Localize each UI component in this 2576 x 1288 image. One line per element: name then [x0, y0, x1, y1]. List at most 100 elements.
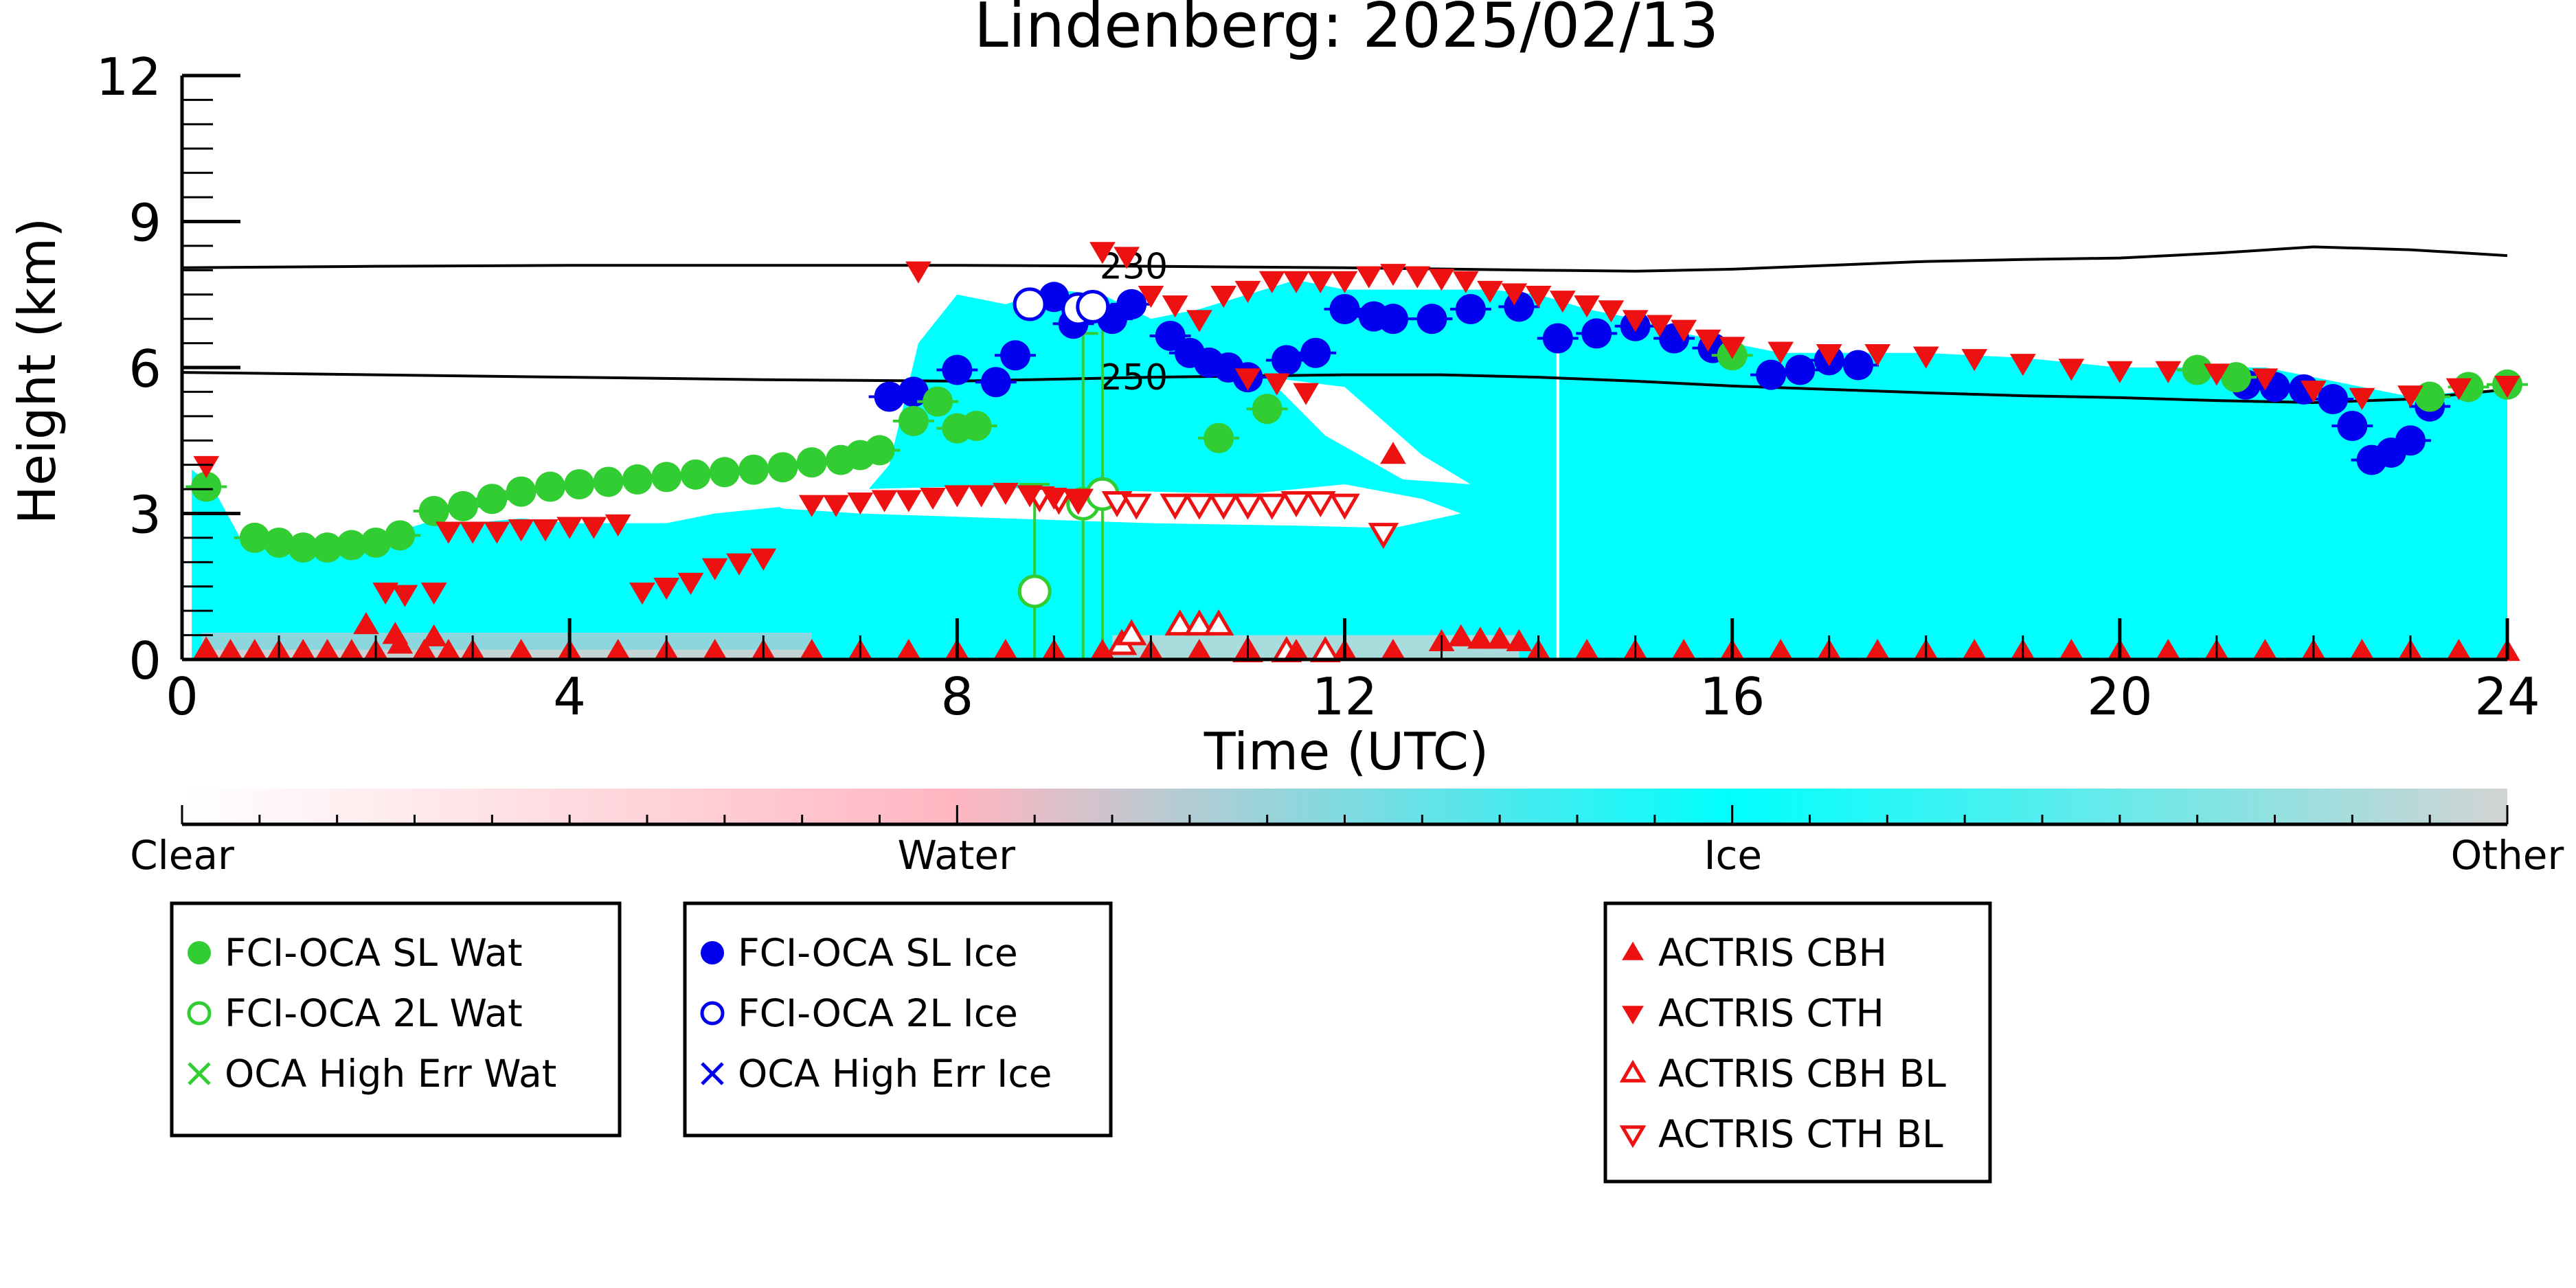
- fci-oca-2l-watlegend-marker: [187, 1001, 212, 1026]
- fci-oca-sl-wat-point: [191, 471, 222, 502]
- actris-cth-point: [392, 585, 418, 607]
- fci-oca-sl-wat-point: [593, 466, 624, 497]
- actris-cth-point: [1574, 295, 1600, 318]
- legend-box: [170, 901, 622, 1138]
- actris-cth-point: [580, 517, 607, 539]
- y-tick-label: 0: [128, 631, 161, 691]
- actris-cth-point: [2397, 385, 2424, 408]
- legend-label: ACTRIS CTH: [1658, 991, 1884, 1035]
- actris-cth-point: [1210, 286, 1237, 308]
- legend-label: ACTRIS CTH BL: [1658, 1112, 1943, 1156]
- fci-oca-sl-wat-point: [477, 484, 508, 515]
- fci-oca-sl-ice-point: [1455, 294, 1486, 324]
- fci-oca-sl-wat-point: [264, 528, 295, 558]
- actris-cth-point: [1065, 490, 1092, 512]
- actris-cth-point: [1114, 247, 1140, 269]
- actris-cth-point: [1331, 271, 1358, 293]
- fci-oca-sl-ice-point: [942, 354, 973, 385]
- actris-cth-point: [2106, 361, 2133, 383]
- actris-cth-point: [1162, 295, 1188, 318]
- legend-box: [1603, 901, 1992, 1184]
- fci-oca-sl-ice-point: [898, 376, 929, 407]
- actris-cth-point: [420, 583, 447, 605]
- actris-cth-point: [1961, 349, 1988, 372]
- fci-oca-sl-ice-point: [1378, 304, 1409, 335]
- fci-oca-sl-wat-point: [385, 520, 416, 551]
- oca-high-err-icelegend-marker: [701, 1062, 724, 1085]
- fci-oca-sl-wat-point: [709, 457, 740, 488]
- actris-cth-point: [895, 490, 922, 512]
- actris-cth-point: [1283, 271, 1309, 293]
- actris-cth-point: [1041, 487, 1067, 510]
- actris-cth-point: [920, 487, 946, 510]
- actris-cth-point: [1186, 310, 1212, 332]
- contour-label: 250: [1100, 357, 1168, 398]
- fci-oca-sl-ice-point: [1300, 337, 1331, 368]
- x-tick-label: 8: [940, 666, 973, 727]
- actris-cth-bl-point: [1232, 493, 1263, 520]
- actris-cth-point: [1525, 286, 1552, 308]
- fci-oca-sl-wat-point: [564, 469, 595, 499]
- legend-label: OCA High Err Ice: [738, 1052, 1052, 1096]
- fci-oca-sl-wat-point: [2415, 381, 2445, 412]
- x-tick-label: 16: [1699, 666, 1765, 727]
- y-tick-label: 9: [128, 193, 161, 253]
- actris-cth-point: [1816, 344, 1842, 367]
- actris-cth-point: [1647, 315, 1673, 337]
- actris-cth-point: [1598, 300, 1625, 323]
- actris-cth-point: [1234, 368, 1261, 391]
- fci-oca-sl-wat-point: [796, 447, 827, 478]
- actris-cth-point: [1263, 373, 1290, 396]
- fci-oca-sl-ice-point: [1271, 345, 1302, 376]
- actris-cth-point: [193, 455, 220, 479]
- actris-cth-point: [1912, 346, 1939, 369]
- fci-oca-sl-wat-point: [534, 471, 565, 502]
- x-tick-label: 4: [553, 666, 586, 727]
- fci-oca-sl-wat-point: [864, 435, 895, 466]
- actris-cbh-point: [1506, 629, 1533, 651]
- fci-oca-2l-wat-point: [1017, 574, 1052, 609]
- actris-cth-point: [2252, 368, 2279, 391]
- legend-label: FCI-OCA 2L Wat: [225, 991, 523, 1035]
- actris-cth-point: [532, 519, 558, 542]
- fci-oca-sl-wat-point: [2221, 362, 2252, 393]
- fci-oca-sl-wat-point: [288, 532, 319, 563]
- actris-cbh-point: [1447, 624, 1474, 646]
- x-tick-label: 24: [2474, 666, 2540, 727]
- actris-cth-point: [1695, 329, 1721, 352]
- fci-oca-sl-ice-point: [2318, 384, 2349, 415]
- actris-cth-point: [508, 519, 534, 542]
- fci-oca-sl-ice-point: [1155, 320, 1186, 351]
- colorbar-label: Other: [2451, 832, 2564, 879]
- fci-oca-sl-wat-point: [239, 522, 270, 553]
- actris-cth-point: [1501, 283, 1528, 306]
- actris-cth-bllegend-marker: [1619, 1125, 1647, 1149]
- actris-cbh-bl-point: [1203, 609, 1234, 636]
- phase-colorbar: Clear Water Ice Other: [130, 789, 2564, 879]
- actris-cbh-point: [1380, 442, 1406, 464]
- actris-cth-bl-point: [1184, 493, 1215, 520]
- actris-cth-bl-point: [1304, 491, 1336, 518]
- actris-cth-point: [1671, 319, 1697, 342]
- actris-cth-point: [823, 495, 849, 517]
- actris-cbhlegend-marker: [1622, 941, 1644, 960]
- fci-oca-sl-ice-point: [1329, 294, 1360, 324]
- y-tick-label: 6: [128, 339, 161, 399]
- actris-cbh-point: [382, 622, 409, 644]
- actris-cth-point: [1307, 271, 1334, 293]
- actris-cth-point: [372, 583, 399, 605]
- temperature-contour: [181, 371, 2508, 405]
- fci-oca-sl-ice-point: [2395, 425, 2426, 456]
- actris-cth-point: [2494, 376, 2520, 398]
- x-tick-label: 0: [166, 666, 199, 727]
- actris-cth-point: [653, 578, 680, 600]
- fci-oca-sl-wat-point: [923, 386, 953, 417]
- actris-cth-point: [629, 583, 655, 605]
- actris-cbh-point: [1467, 626, 1493, 649]
- fci-oca-sl-wat-point: [506, 476, 536, 507]
- fci-oca-sl-wat-point: [418, 495, 449, 526]
- actris-cth-point: [1719, 337, 1745, 359]
- fci-oca-sl-wat-point: [738, 454, 769, 485]
- legend-label: FCI-OCA 2L Ice: [738, 991, 1018, 1035]
